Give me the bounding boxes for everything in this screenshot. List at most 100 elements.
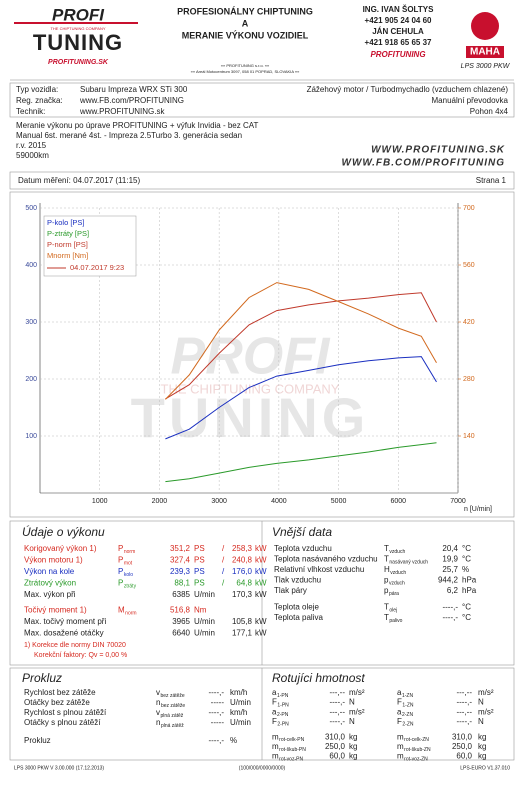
row-value: 3965 [172,617,190,626]
row-value: 250,0 [325,742,346,751]
vehicle-spec: Pohon 4x4 [470,107,509,116]
row-value: ---,-- [329,688,345,697]
row-label: Točivý moment 1) [24,606,87,615]
row-label: Max. výkon při [24,590,76,599]
row-separator: / [222,567,225,576]
y-tick-label: 500 [25,205,37,212]
symbol: m [272,752,279,761]
row-label: Teplota paliva [274,613,323,622]
row-value: 25,7 [442,565,458,574]
symbol: F [397,698,402,707]
legend-entry: Mnorm [Nm] [47,251,88,260]
row-unit: km/h [230,708,247,717]
row-unit: PS [194,567,205,576]
address-line: »» Areál Motocentrum 3097, 058 01 POPRAD… [191,69,300,74]
symbol-subscript: rot-škub-PN [279,747,306,753]
logo-bar [14,22,138,24]
row-unit: U/min [194,617,215,626]
row-value: ---,-- [456,707,472,716]
row-value: 105,8 [232,617,253,626]
x-tick-label: 6000 [390,498,406,505]
symbol: v [156,688,160,697]
row-value: 64,8 [236,579,252,588]
x-tick-label: 5000 [331,498,347,505]
row-unit: kg [478,733,486,742]
plot-watermark: THE CHIPTUNING COMPANY [161,381,340,396]
row-value: 327,4 [170,556,191,565]
section-title: Vnější data [272,525,332,539]
symbol-subscript: plná zátěž [161,713,184,719]
symbol-subscript: mot [124,560,133,566]
row-value: 19,9 [442,555,458,564]
legend-entry: P-ztráty [PS] [47,229,89,238]
row-unit: kg [349,733,357,742]
symbol: T [384,555,389,564]
row-value: ----,- [208,736,224,745]
section-title: Prokluz [22,671,62,685]
row-value: 351,2 [170,544,191,553]
symbol: P [118,579,123,588]
row-separator: / [222,556,225,565]
row-value: 516,8 [170,606,191,615]
page-number: Strana 1 [476,176,507,185]
symbol-subscript: kolo [124,572,133,578]
curve [165,282,437,400]
row-unit: kg [478,752,486,761]
row-value: ----,- [329,717,345,726]
row-unit: °C [462,555,471,564]
row-label: Tlak páry [274,586,307,595]
row-separator: / [222,544,225,553]
contact: +421 905 24 04 60 [365,16,433,25]
row-value: 239,3 [170,567,191,576]
symbol-subscript: rot-voz-ZN [404,756,428,762]
symbol: P [118,567,123,576]
maha-emblem [471,12,499,40]
symbol-subscript: rot-celk-PN [279,737,304,743]
row-label: Otáčky s plnou zátěží [24,718,101,727]
row-value: 250,0 [452,742,473,751]
y2-tick-label: 420 [463,319,475,326]
row-value: 60,0 [456,752,472,761]
section-title: Údaje o výkonu [22,524,105,539]
row-label: Max. dosažené otáčky [24,629,104,638]
symbol: a [397,688,402,697]
symbol-subscript: 1-ZN [402,702,414,708]
x-tick-label: 1000 [92,498,108,505]
symbol: a [272,707,277,716]
row-label: Výkon motoru 1) [24,556,83,565]
x-tick-label: 3000 [211,498,227,505]
row-value: ----- [211,698,225,707]
symbol: m [272,742,279,751]
symbol: P [118,556,123,565]
symbol: m [397,733,404,742]
symbol-subscript: norm [125,610,136,616]
row-label: Rychlost bez zátěže [24,688,96,697]
y2-tick-label: 280 [463,376,475,383]
y-tick-label: 100 [25,433,37,440]
symbol-subscript: vzduch [389,549,405,555]
symbol-subscript: rot-škub-ZN [404,747,431,753]
symbol: m [397,742,404,751]
symbol: M [118,606,125,615]
row-unit: U/min [194,590,215,599]
logo-top: PROFI [52,5,105,24]
legend-entry: P-norm [PS] [47,240,88,249]
row-value: ----,- [442,603,458,612]
symbol: a [397,707,402,716]
symbol: m [397,752,404,761]
row-unit: kW [255,556,267,565]
row-unit: N [478,698,484,707]
symbol-subscript: norm [124,549,135,555]
row-unit: kW [255,590,267,599]
x-tick-label: 7000 [450,498,466,505]
title-line: MERANIE VÝKONU VOZIDIEL [182,29,309,40]
symbol-subscript: vzduch [389,580,405,586]
row-unit: hPa [462,576,477,585]
field-value: Subaru Impreza WRX STi 300 [80,85,188,94]
symbol-subscript: rot-celk-ZN [404,737,429,743]
note: 59000km [16,151,49,160]
symbol: n [156,698,160,707]
row-unit: kg [478,742,486,751]
row-unit: U/min [194,629,215,638]
